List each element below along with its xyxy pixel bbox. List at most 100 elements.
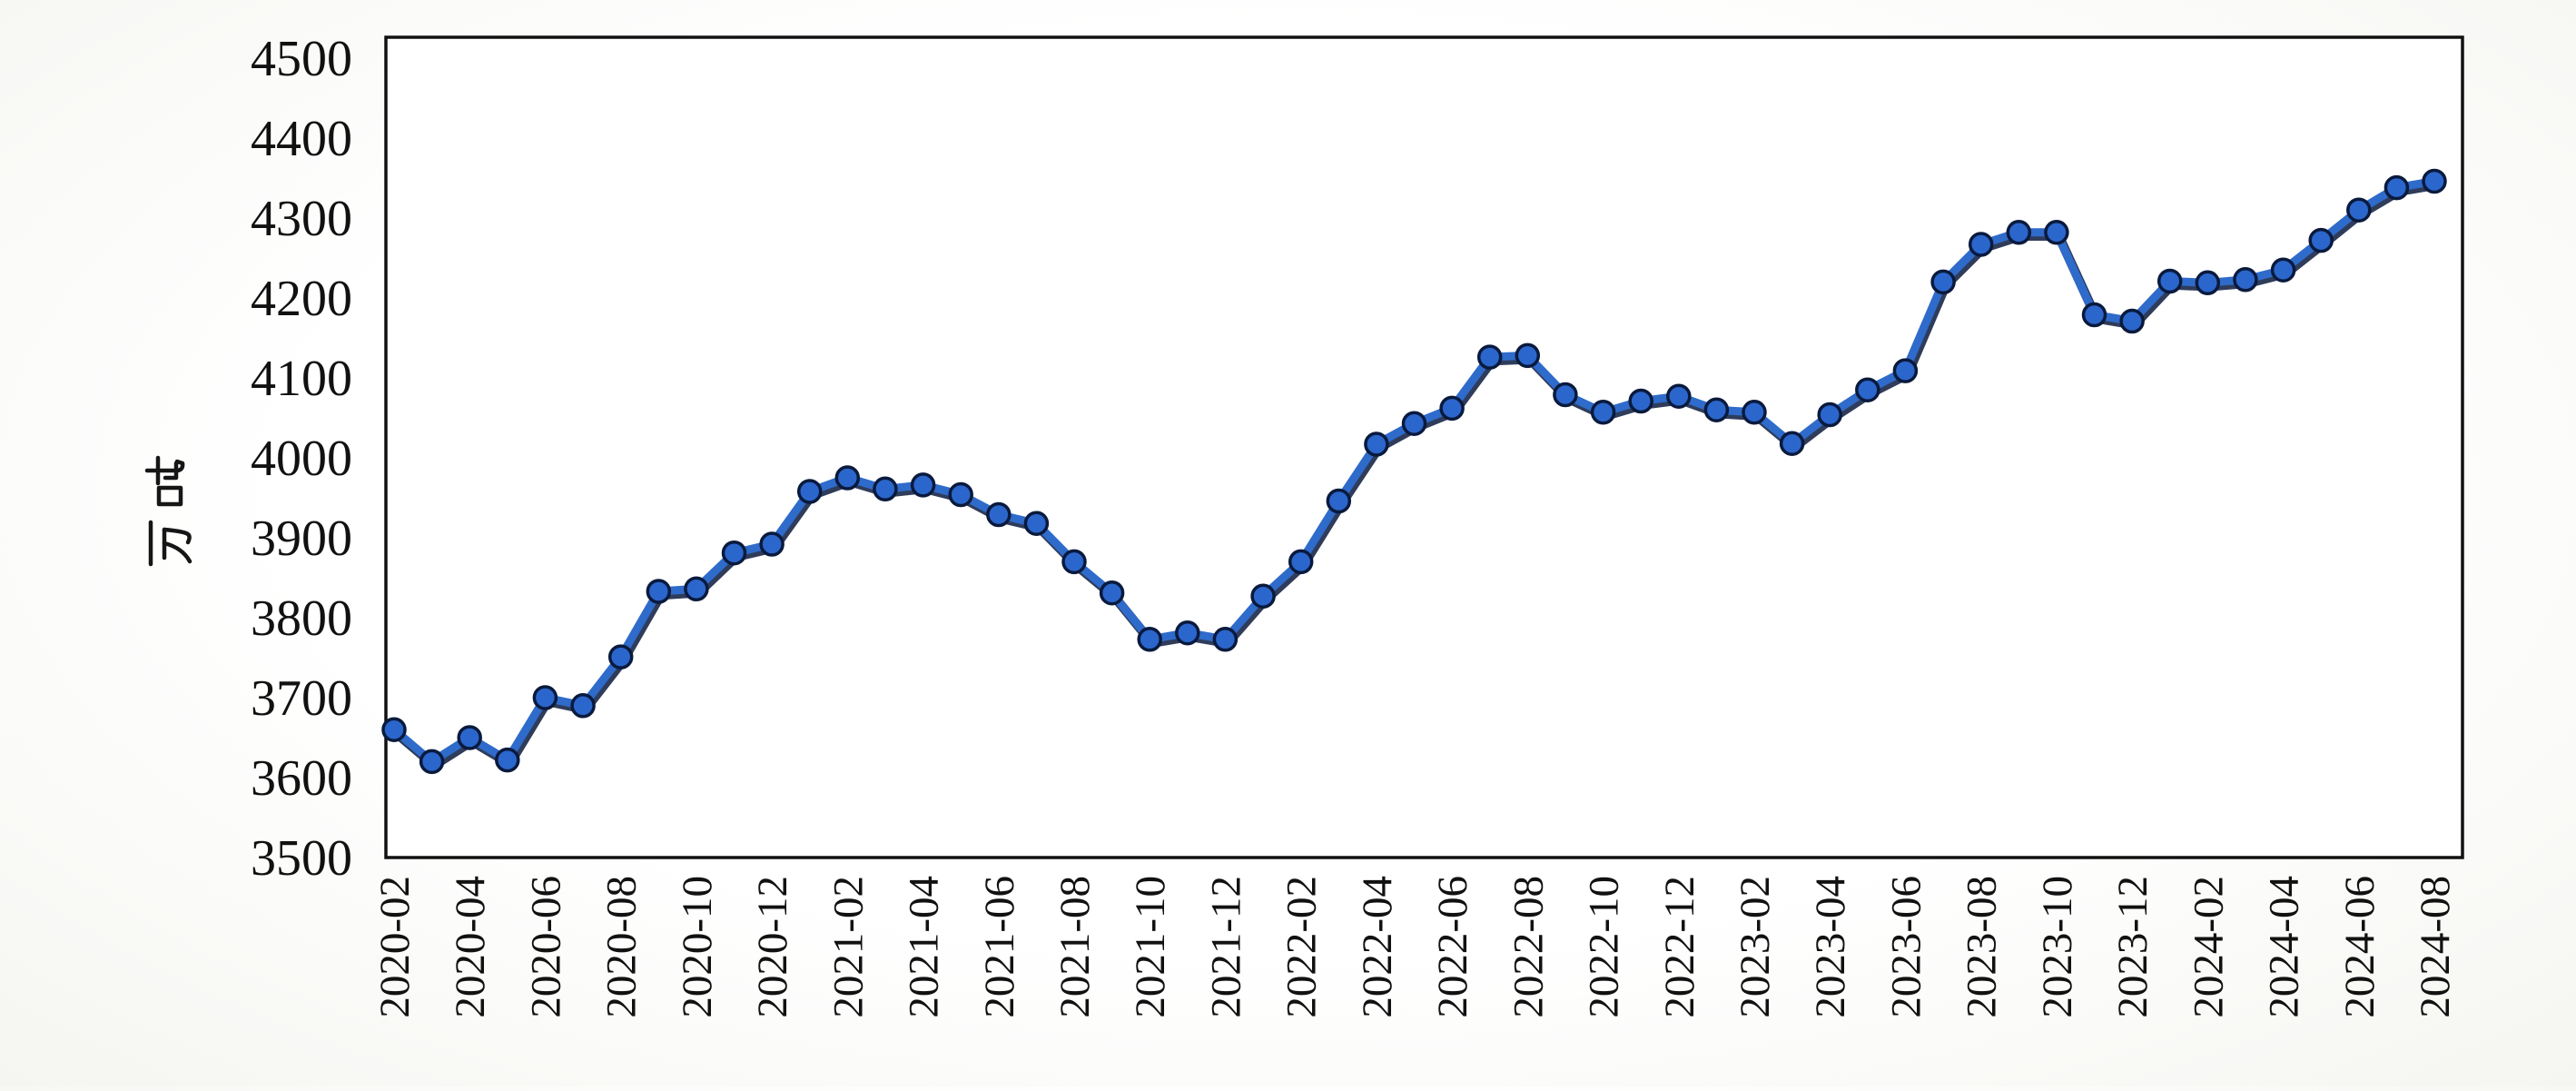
data-point <box>948 481 973 508</box>
x-axis-tick-label: 2020-02 <box>371 876 419 1018</box>
x-axis-tick-label: 2023-12 <box>2109 876 2157 1018</box>
y-axis-tick-label: 4500 <box>251 31 352 87</box>
data-point <box>607 644 634 669</box>
data-point <box>381 717 407 742</box>
x-axis-tick-label: 2020-04 <box>447 876 494 1018</box>
x-axis-tick-label: 2021-04 <box>901 876 948 1018</box>
x-axis-tick-label: 2022-10 <box>1581 876 1628 1018</box>
x-axis-tick-label: 2023-08 <box>1959 876 2006 1018</box>
x-axis-tick-label: 2023-06 <box>1882 876 1930 1018</box>
data-point <box>2233 267 2258 293</box>
data-point <box>495 747 520 773</box>
data-point <box>721 540 747 566</box>
data-point <box>1023 511 1050 536</box>
x-axis-tick-labels: 2020-02 2020-04 2020-06 2020-08 2020-10 2020-… <box>371 876 2459 1018</box>
chart-svg: 万吨 3500360037003800390040004100420043004… <box>144 31 2464 1018</box>
data-point <box>1250 583 1276 609</box>
data-point <box>834 465 861 491</box>
data-point <box>2422 168 2447 194</box>
y-axis-tick-label: 3900 <box>251 511 352 567</box>
y-axis-tick-label: 3800 <box>251 590 352 647</box>
data-point <box>2157 268 2183 294</box>
data-point <box>1061 549 1087 575</box>
y-axis-tick-label: 4000 <box>251 431 352 487</box>
data-point <box>1515 342 1541 369</box>
x-axis-tick-label: 2020-10 <box>674 876 721 1018</box>
data-point <box>1779 431 1805 456</box>
data-point <box>2044 220 2069 245</box>
data-point <box>1288 549 1314 575</box>
data-point <box>457 725 482 750</box>
data-point <box>873 476 898 502</box>
data-point <box>532 685 558 710</box>
data-point <box>2119 308 2145 334</box>
y-axis-tick-label: 4300 <box>251 191 352 247</box>
x-axis-tick-label: 2021-12 <box>1202 876 1249 1018</box>
data-point <box>419 749 445 775</box>
x-axis-tick-label: 2021-02 <box>824 876 872 1018</box>
data-point <box>1553 382 1578 408</box>
data-point <box>570 693 596 719</box>
data-point <box>2270 257 2296 283</box>
x-axis-tick-label: 2021-08 <box>1051 876 1099 1018</box>
data-point <box>1137 627 1162 652</box>
x-axis-tick-label: 2022-08 <box>1505 876 1552 1018</box>
data-point <box>646 579 672 604</box>
x-axis-tick-label: 2022-06 <box>1429 876 1476 1018</box>
x-axis-tick-label: 2020-08 <box>598 876 646 1018</box>
data-point <box>1476 344 1503 370</box>
data-point <box>1326 488 1352 514</box>
x-axis-tick-label: 2024-06 <box>2336 876 2384 1018</box>
data-point <box>2195 270 2221 296</box>
data-point <box>986 501 1012 528</box>
y-axis-tick-label: 4200 <box>251 271 352 327</box>
data-point <box>796 479 823 504</box>
x-axis-tick-label: 2022-12 <box>1656 876 1703 1018</box>
data-point <box>1212 627 1239 652</box>
data-point <box>1439 395 1465 422</box>
data-point <box>2308 227 2334 253</box>
y-axis-tick-label: 4100 <box>251 351 352 407</box>
data-points <box>381 168 2447 775</box>
data-series <box>381 168 2447 775</box>
x-axis-tick-label: 2023-04 <box>1807 876 1854 1018</box>
y-axis-tick-label: 3500 <box>251 830 352 887</box>
data-point <box>1817 402 1842 428</box>
data-point <box>1855 377 1880 402</box>
x-axis-tick-label: 2023-02 <box>1732 876 1779 1018</box>
data-point <box>1628 388 1653 414</box>
y-axis-tick-label: 3600 <box>251 750 352 807</box>
data-point <box>1364 431 1389 457</box>
data-point <box>1175 620 1200 646</box>
x-axis-tick-label: 2024-04 <box>2261 876 2308 1018</box>
x-axis-tick-label: 2020-12 <box>749 876 796 1018</box>
x-axis-tick-label: 2020-06 <box>522 876 569 1018</box>
data-point <box>1703 397 1730 422</box>
y-axis-tick-label: 4400 <box>251 111 352 167</box>
data-point <box>1968 232 1994 257</box>
data-point <box>1099 580 1125 606</box>
data-point <box>2384 174 2410 201</box>
x-axis-tick-label: 2022-02 <box>1278 876 1326 1018</box>
x-axis-tick-label: 2024-02 <box>2185 876 2232 1018</box>
data-point <box>1401 411 1427 436</box>
plot-border <box>384 35 2464 859</box>
data-point <box>684 576 709 602</box>
data-point <box>2346 197 2372 223</box>
x-axis-tick-label: 2022-04 <box>1354 876 1401 1018</box>
x-axis-tick-label: 2024-08 <box>2412 876 2459 1018</box>
chart-figure: 万吨 3500360037003800390040004100420043004… <box>36 15 2576 1086</box>
y-axis-unit-glyphs <box>144 455 192 567</box>
x-axis-tick-label: 2021-06 <box>976 876 1023 1018</box>
y-axis-tick-label: 3700 <box>251 670 352 727</box>
x-axis-tick-label: 2021-10 <box>1127 876 1174 1018</box>
plot-area <box>386 37 2462 858</box>
data-point <box>2006 220 2032 245</box>
data-point <box>1666 383 1692 409</box>
data-point <box>759 531 785 557</box>
data-point <box>910 472 936 498</box>
x-axis-tick-label: 2023-10 <box>2034 876 2081 1018</box>
data-point <box>1892 358 1919 383</box>
y-axis-tick-labels: 3500 3600 3700 3800 3900 4000 4100 4200 4300 4400… <box>251 31 352 887</box>
data-point <box>1590 400 1616 425</box>
